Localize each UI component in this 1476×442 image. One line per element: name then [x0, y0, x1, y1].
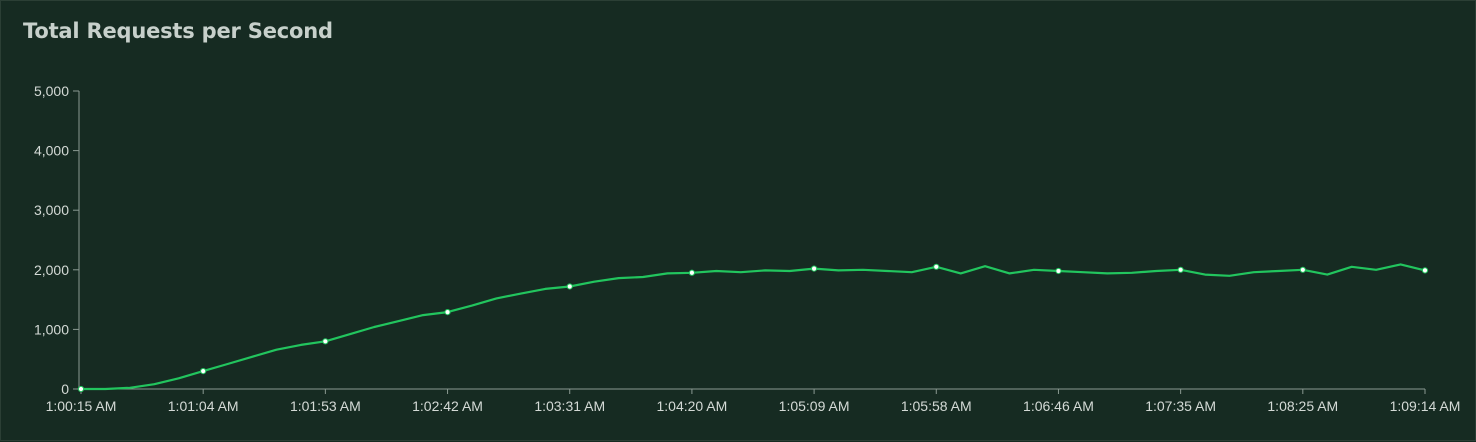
- x-tick-label: 1:04:20 AM: [656, 398, 727, 414]
- x-tick-label: 1:05:09 AM: [779, 398, 850, 414]
- y-tick-label: 4,000: [34, 143, 69, 159]
- x-tick-label: 1:00:15 AM: [46, 398, 117, 414]
- y-tick-label: 3,000: [34, 202, 69, 218]
- x-tick-label: 1:08:25 AM: [1267, 398, 1338, 414]
- y-tick-label: 0: [61, 381, 69, 397]
- x-tick-label: 1:03:31 AM: [534, 398, 605, 414]
- data-point-marker: [444, 309, 451, 316]
- data-point-marker: [200, 368, 207, 375]
- data-point-marker: [810, 265, 818, 272]
- data-point-marker: [322, 338, 329, 345]
- data-point-marker: [933, 263, 940, 270]
- series-line: [81, 263, 1427, 391]
- x-tick-label: 1:06:46 AM: [1023, 398, 1094, 414]
- y-tick-label: 5,000: [34, 83, 69, 99]
- x-tick-label: 1:05:58 AM: [901, 398, 972, 414]
- y-tick-label: 2,000: [34, 262, 69, 278]
- x-tick-label: 1:02:42 AM: [412, 398, 483, 414]
- x-tick-label: 1:01:04 AM: [168, 398, 239, 414]
- data-point-marker: [688, 269, 696, 276]
- x-tick-label: 1:09:14 AM: [1390, 398, 1461, 414]
- chart-title: Total Requests per Second: [23, 19, 333, 43]
- data-point-marker: [1177, 266, 1184, 273]
- data-point-marker: [1055, 267, 1062, 275]
- data-point-marker: [1421, 267, 1429, 274]
- x-tick-label: 1:07:35 AM: [1145, 398, 1216, 414]
- data-point-marker: [1299, 266, 1306, 273]
- data-point-marker: [566, 283, 573, 290]
- data-point-marker: [77, 385, 85, 393]
- x-tick-label: 1:01:53 AM: [290, 398, 361, 414]
- y-tick-label: 1,000: [34, 321, 69, 337]
